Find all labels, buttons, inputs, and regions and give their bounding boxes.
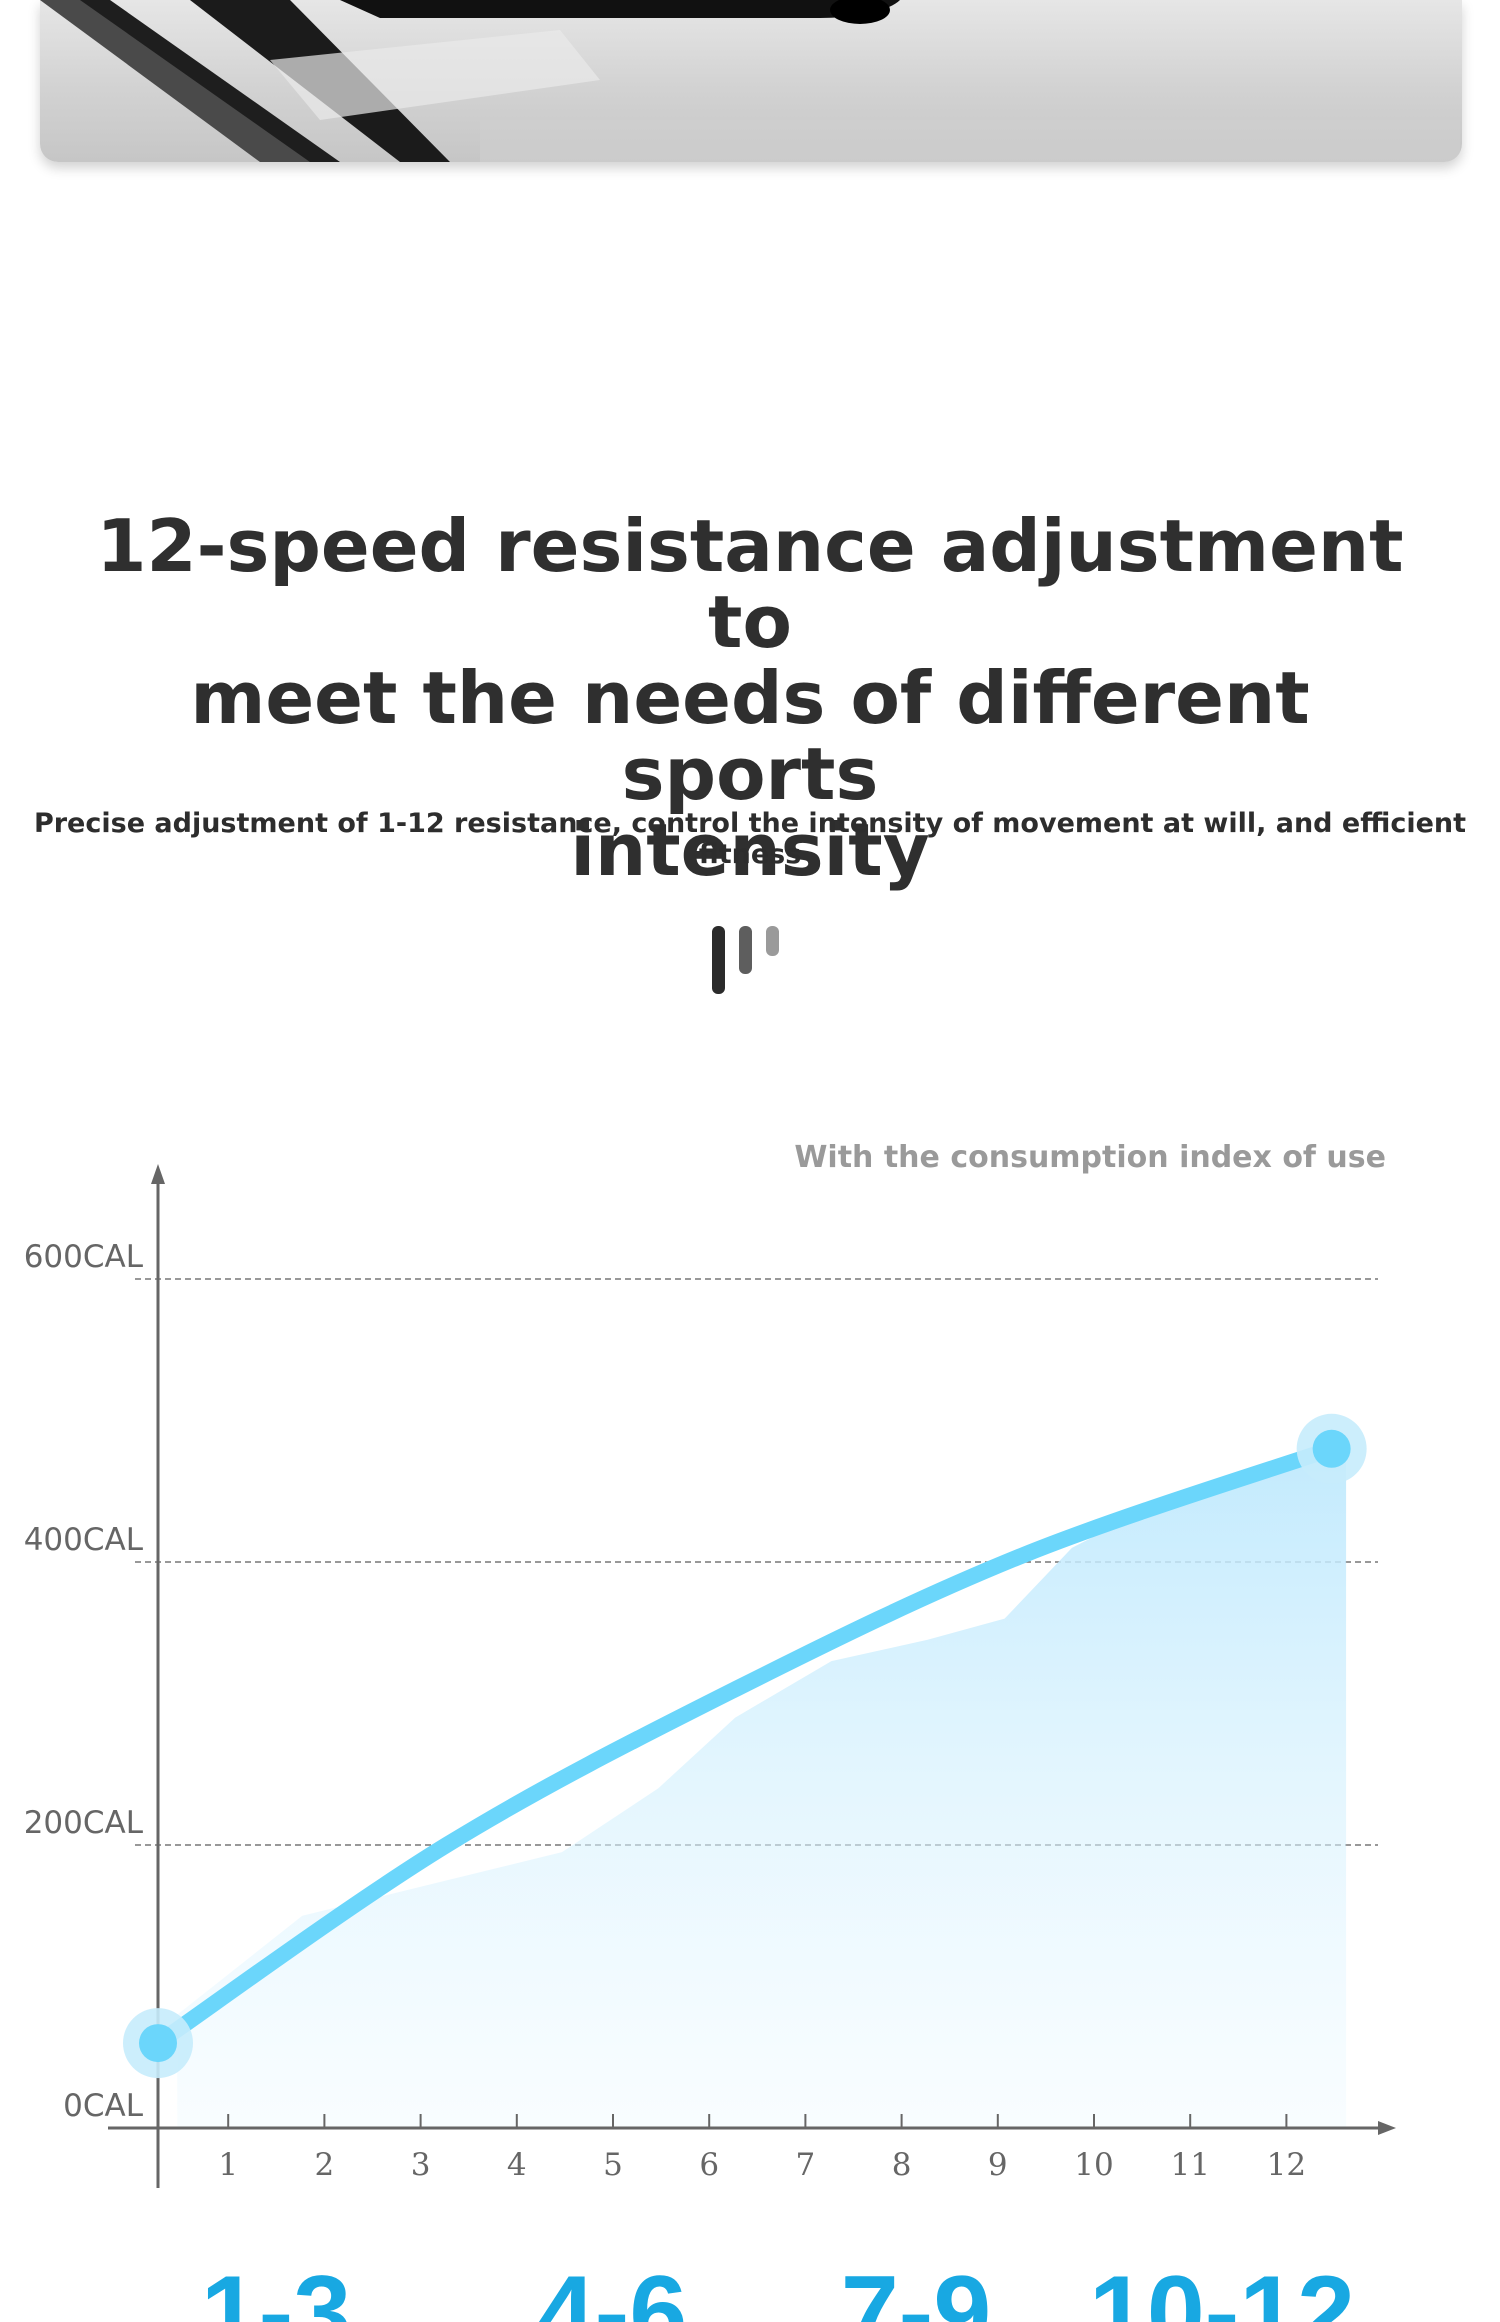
x-tick-label: 4 (507, 2147, 527, 2183)
series-start-point (139, 2024, 177, 2063)
x-tick-label: 8 (892, 2147, 912, 2183)
series-end-point (1312, 1429, 1351, 1468)
x-tick-label: 11 (1170, 2147, 1209, 2183)
chart-area-fill (177, 1451, 1347, 2128)
y-tick-label: 0CAL (63, 2088, 144, 2124)
resistance-groups: 1-3 4-6 7-9 10-12 (201, 2270, 1355, 2322)
page-title: 12-speed resistance adjustment to meet t… (60, 508, 1440, 888)
x-tick-label: 9 (988, 2147, 1008, 2183)
title-line-2: meet the needs of different sports (190, 656, 1310, 816)
y-axis-arrow (151, 1164, 165, 1184)
subtitle: Precise adjustment of 1-12 resistance, c… (33, 808, 1467, 870)
chart-title: With the consumption index of use (794, 1140, 1386, 1175)
x-tick-label: 2 (315, 2147, 335, 2183)
y-tick-label: 400CAL (24, 1522, 144, 1558)
product-photo (40, 0, 1462, 162)
bars-icon (712, 924, 788, 1000)
x-axis-arrow (1378, 2121, 1396, 2135)
y-tick-label: 200CAL (24, 1805, 144, 1841)
x-tick-label: 12 (1267, 2147, 1306, 2183)
x-tick-label: 6 (699, 2147, 719, 2183)
resistance-group-label: 10-12 (1089, 2270, 1355, 2322)
resistance-group-label: 4-6 (537, 2270, 687, 2322)
x-tick-label: 5 (603, 2147, 623, 2183)
title-line-3: intensity (570, 808, 930, 892)
x-tick-label: 10 (1074, 2147, 1113, 2183)
x-tick-label: 3 (411, 2147, 431, 2183)
title-line-1: 12-speed resistance adjustment to (96, 504, 1404, 664)
y-tick-label: 600CAL (24, 1239, 144, 1275)
product-photo-graphic (40, 0, 1460, 162)
x-tick-label: 1 (218, 2147, 238, 2183)
x-tick-label: 7 (796, 2147, 816, 2183)
series-line (150, 1440, 1340, 2052)
resistance-group-label: 1-3 (201, 2270, 351, 2322)
resistance-group-label: 7-9 (841, 2270, 991, 2322)
